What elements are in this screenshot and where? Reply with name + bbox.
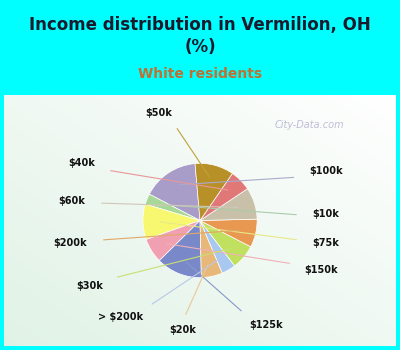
Text: $30k: $30k: [76, 281, 103, 290]
Wedge shape: [200, 220, 251, 266]
Wedge shape: [159, 220, 201, 278]
Wedge shape: [149, 163, 200, 220]
Wedge shape: [145, 194, 200, 220]
Text: $200k: $200k: [54, 238, 87, 248]
Text: City-Data.com: City-Data.com: [275, 120, 344, 130]
Text: White residents: White residents: [138, 66, 262, 80]
Text: $40k: $40k: [68, 159, 95, 168]
Text: $75k: $75k: [313, 238, 340, 248]
Text: $50k: $50k: [145, 108, 172, 118]
Text: $60k: $60k: [58, 196, 85, 206]
Wedge shape: [195, 163, 232, 220]
Wedge shape: [200, 220, 235, 273]
Text: $10k: $10k: [313, 209, 340, 219]
Text: > $200k: > $200k: [98, 312, 143, 322]
Wedge shape: [200, 189, 257, 220]
Wedge shape: [200, 220, 222, 278]
Text: $100k: $100k: [310, 166, 343, 176]
Text: $125k: $125k: [249, 320, 283, 330]
Wedge shape: [143, 204, 200, 239]
Wedge shape: [200, 219, 257, 247]
Wedge shape: [146, 220, 200, 261]
Text: $150k: $150k: [305, 265, 338, 275]
Text: $20k: $20k: [169, 325, 196, 335]
Text: Income distribution in Vermilion, OH
(%): Income distribution in Vermilion, OH (%): [29, 16, 371, 56]
Wedge shape: [200, 174, 248, 220]
